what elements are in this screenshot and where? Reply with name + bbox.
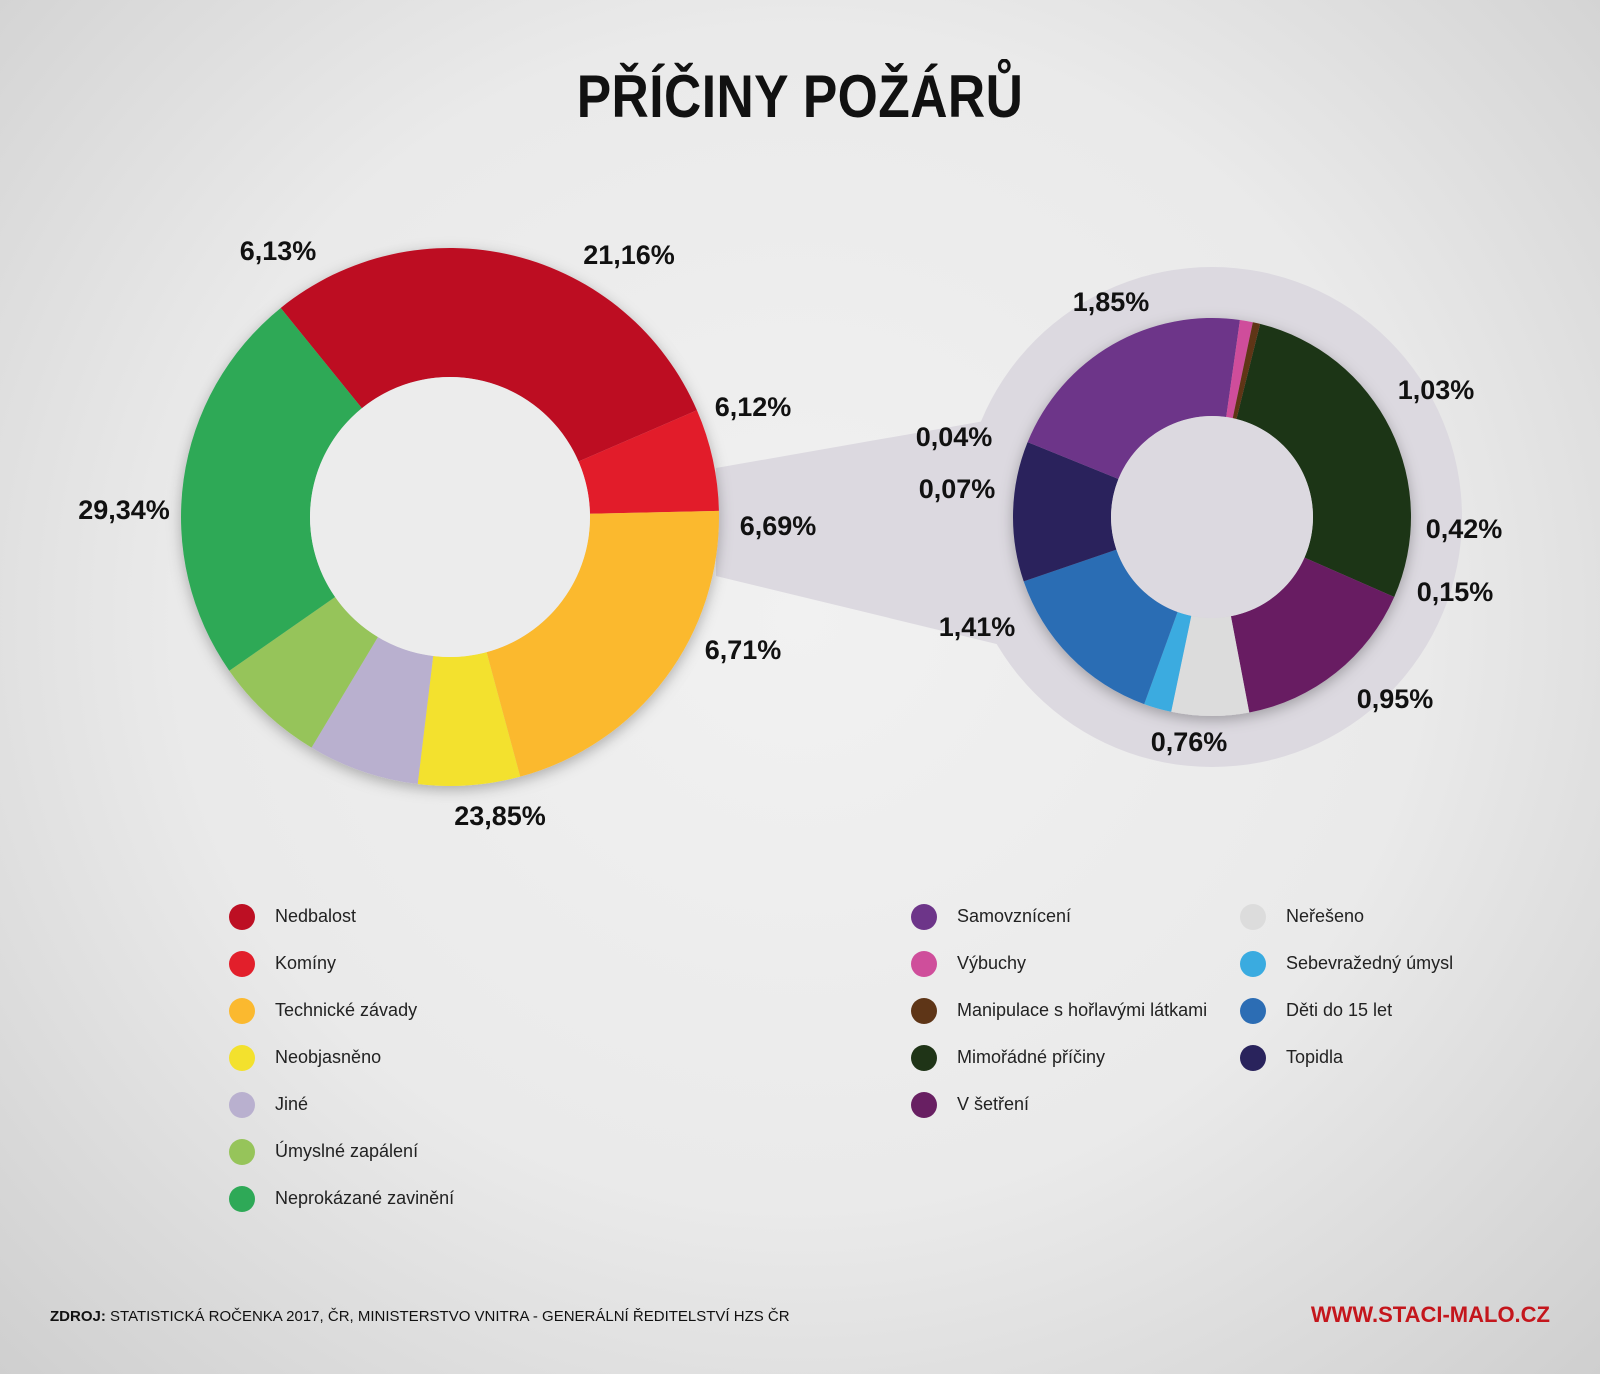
- zoom-connector: [716, 416, 1013, 648]
- legend-label: Manipulace s hořlavými látkami: [957, 1000, 1208, 1020]
- legend-item-kominy: Komíny: [229, 940, 454, 987]
- legend-item-neprokazane-zavineni: Neprokázané zavinění: [229, 1175, 454, 1222]
- legend-item-umyslne-zapaleni: Úmyslné zapálení: [229, 1128, 454, 1175]
- chart-title: PŘÍČINY POŽÁRŮ: [576, 63, 1024, 130]
- legend-item-jine: Jiné: [229, 1081, 454, 1128]
- legend-item-technicke-zavady: Technické závady: [229, 987, 454, 1034]
- legend-label: Neprokázané zavinění: [275, 1188, 455, 1208]
- slice-mimoradne-priciny: [1236, 323, 1411, 597]
- legend-label: Jiné: [275, 1094, 309, 1114]
- donut-main-ring: [181, 248, 719, 786]
- legend-item-sebevrazedny-umysl: Sebevražedný úmysl: [1240, 940, 1453, 987]
- legend-label: Nedbalost: [275, 906, 357, 926]
- donut-main: 29,34% 6,13% 21,16% 6,12% 6,69% 6,71% 23,85%: [78, 236, 816, 831]
- legend-item-samovzniceni: Samovznícení: [911, 893, 1207, 940]
- legend-swatch: [229, 903, 255, 930]
- legend-label: Úmyslné zapálení: [275, 1141, 419, 1161]
- legend-label: Mimořádné příčiny: [957, 1047, 1106, 1067]
- legend-swatch: [229, 997, 255, 1024]
- data-label-nedbalost: 29,34%: [78, 495, 170, 525]
- donut-detail-ring: [1013, 318, 1411, 716]
- data-label-samovzniceni: 1,41%: [939, 612, 1016, 642]
- data-label-umyslne-zapaleni: 6,71%: [705, 635, 782, 665]
- slice-neobjasneno: [417, 652, 521, 786]
- legend-swatch: [229, 1138, 255, 1165]
- slice-nereseno: [1171, 615, 1250, 716]
- data-label-mimoradne-priciny: 1,85%: [1073, 287, 1150, 317]
- legend-label: Samovznícení: [957, 906, 1072, 926]
- data-label-neprokazane-zavineni: 23,85%: [454, 801, 546, 831]
- data-label-kominy: 6,13%: [240, 236, 317, 266]
- slice-nedbalost: [280, 248, 697, 462]
- legend-main: Nedbalost Komíny Technické závady Neobjasně…: [229, 893, 454, 1222]
- legend-swatch: [911, 950, 937, 977]
- legend-label: Komíny: [275, 953, 337, 973]
- data-label-v-setreni: 1,03%: [1398, 375, 1475, 405]
- legend-item-mimoradne-priciny: Mimořádné příčiny: [911, 1034, 1207, 1081]
- legend-swatch: [1240, 997, 1266, 1024]
- slice-kominy: [578, 410, 719, 514]
- legend-item-nereseno: Neřešeno: [1240, 893, 1453, 940]
- slice-umyslne-zapaleni: [229, 597, 378, 748]
- legend-label: V šetření: [957, 1094, 1030, 1114]
- legend-item-nedbalost: Nedbalost: [229, 893, 454, 940]
- data-label-topidla: 0,76%: [1151, 727, 1228, 757]
- slice-neprokazane-zavineni: [181, 307, 362, 671]
- legend-swatch: [229, 1091, 255, 1118]
- donut-main-hole: [310, 377, 590, 657]
- slice-vybuchy: [1226, 319, 1253, 419]
- legend-label: Topidla: [1286, 1047, 1344, 1067]
- slice-sebevrazedny-umysl: [1144, 611, 1192, 712]
- footer-source: ZDROJ: STATISTICKÁ ROČENKA 2017, ČR, MIN…: [50, 1308, 790, 1325]
- data-label-nereseno: 0,42%: [1426, 514, 1503, 544]
- legend-item-vybuchy: Výbuchy: [911, 940, 1207, 987]
- legend-item-topidla: Topidla: [1240, 1034, 1453, 1081]
- data-label-deti-do-15-let: 0,95%: [1357, 684, 1434, 714]
- footer-url[interactable]: WWW.STACI-MALO.CZ: [1310, 1302, 1550, 1327]
- legend-detail-col2: Neřešeno Sebevražedný úmysl Děti do 15 let…: [1240, 893, 1453, 1081]
- legend-swatch: [911, 1091, 937, 1118]
- legend-swatch: [229, 950, 255, 977]
- data-label-jine: 6,69%: [740, 511, 817, 541]
- source-text: STATISTICKÁ ROČENKA 2017, ČR, MINISTERST…: [105, 1308, 790, 1325]
- legend-swatch: [1240, 903, 1266, 930]
- legend-item-deti-do-15-let: Děti do 15 let: [1240, 987, 1453, 1034]
- slice-topidla: [1013, 442, 1119, 582]
- data-label-manipulace-s-horlavymi-latkami: 0,04%: [916, 422, 993, 452]
- legend-swatch: [911, 997, 937, 1024]
- legend-label: Sebevražedný úmysl: [1286, 953, 1454, 973]
- legend-item-manipulace-s-horlavymi-latkami: Manipulace s hořlavými látkami: [911, 987, 1207, 1034]
- legend-swatch: [229, 1185, 255, 1212]
- slice-samovzniceni: [1027, 318, 1240, 480]
- data-label-neobjasneno: 6,12%: [715, 392, 792, 422]
- legend-label: Výbuchy: [957, 953, 1027, 973]
- slice-v-setreni: [1230, 557, 1395, 713]
- legend-detail-col1: Samovznícení Výbuchy Manipulace s hořlavým…: [911, 893, 1207, 1128]
- slice-manipulace-s-horlavymi-latkami: [1232, 322, 1261, 420]
- slice-deti-do-15-let: [1023, 549, 1178, 705]
- donut-detail-hole: [1111, 416, 1313, 618]
- data-label-vybuchy: 0,07%: [919, 474, 996, 504]
- legend-item-neobjasneno: Neobjasněno: [229, 1034, 454, 1081]
- legend-swatch: [911, 903, 937, 930]
- source-prefix: ZDROJ:: [50, 1308, 106, 1325]
- data-label-sebevrazedny-umysl: 0,15%: [1417, 577, 1494, 607]
- legend-swatch: [1240, 950, 1266, 977]
- legend-label: Neobjasněno: [275, 1047, 382, 1067]
- legend-item-v-setreni: V šetření: [911, 1081, 1207, 1128]
- legend-label: Technické závady: [275, 1000, 418, 1020]
- legend-swatch: [1240, 1044, 1266, 1071]
- slice-jine: [311, 637, 434, 785]
- legend-swatch: [911, 1044, 937, 1071]
- legend-label: Děti do 15 let: [1286, 1000, 1393, 1020]
- data-label-technicke-zavady: 21,16%: [583, 240, 675, 270]
- legend-swatch: [229, 1044, 255, 1071]
- slice-technicke-zavady: [486, 510, 719, 777]
- legend-label: Neřešeno: [1286, 906, 1365, 926]
- donut-detail: 1,85% 1,03% 0,42% 0,15% 0,95% 0,76% 1,41% 0,07%…: [916, 287, 1503, 757]
